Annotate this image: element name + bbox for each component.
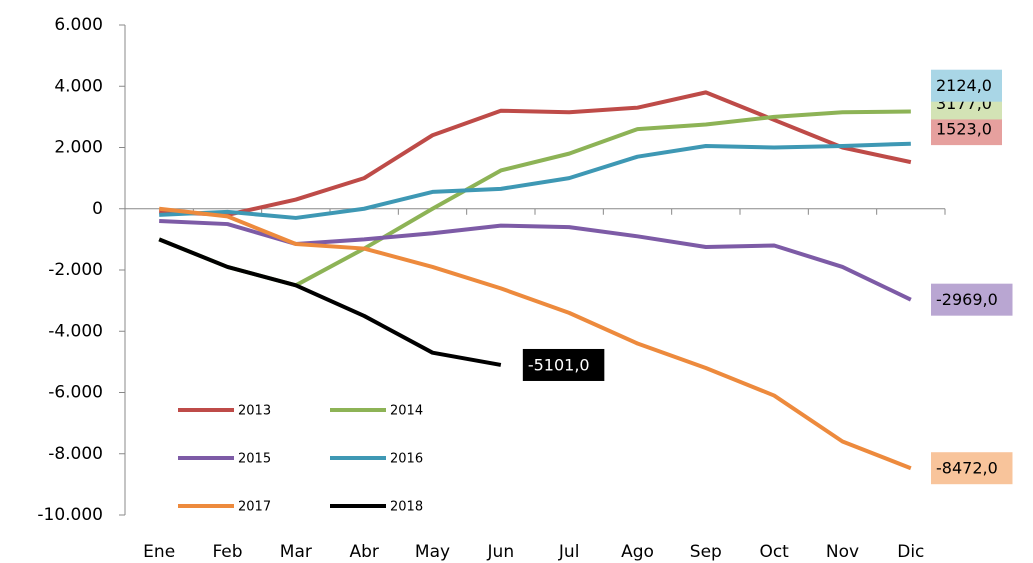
x-tick-label: Feb	[212, 542, 242, 562]
value-label: -5101,0	[528, 355, 590, 374]
value-label: 2124,0	[936, 76, 992, 95]
y-tick-label: -2.000	[48, 260, 103, 280]
y-tick-label: 2.000	[54, 138, 103, 158]
x-tick-label: Jun	[487, 542, 515, 562]
x-tick-label: Ago	[621, 542, 654, 562]
legend-label: 2018	[390, 500, 423, 515]
value-label: -8472,0	[936, 459, 998, 478]
series-line	[159, 141, 911, 220]
x-tick-label: Oct	[759, 542, 789, 562]
x-tick-label: Jul	[558, 542, 580, 562]
y-tick-label: 0	[92, 199, 103, 219]
value-label-box	[931, 283, 1013, 316]
value-label-box	[522, 348, 605, 381]
legend-label: 2015	[238, 452, 271, 467]
value-label-box	[931, 452, 1013, 485]
x-tick-label: Abr	[349, 542, 378, 562]
y-tick-label: 6.000	[54, 15, 103, 35]
series-line	[158, 109, 911, 288]
legend-label: 2014	[390, 404, 423, 419]
x-tick-label: May	[415, 542, 450, 562]
value-label-box	[931, 69, 1002, 102]
series-line	[158, 237, 502, 367]
y-tick-label: -4.000	[48, 321, 103, 341]
y-tick-label: -8.000	[48, 444, 103, 464]
series-line	[159, 90, 912, 217]
x-tick-label: Mar	[280, 542, 312, 562]
x-tick-label: Nov	[826, 542, 859, 562]
x-tick-label: Sep	[690, 542, 722, 562]
legend-label: 2016	[390, 452, 423, 467]
series-line	[158, 206, 912, 471]
y-tick-label: 4.000	[54, 76, 103, 96]
value-label: 1523,0	[936, 120, 992, 139]
legend-label: 2017	[238, 500, 271, 515]
x-tick-label: Dic	[897, 542, 924, 562]
x-tick-label: Ene	[143, 542, 175, 562]
legend-label: 2013	[238, 404, 271, 419]
y-tick-label: -6.000	[48, 383, 103, 403]
y-tick-label: -10.000	[37, 505, 103, 525]
value-label: -2969,0	[936, 290, 998, 309]
